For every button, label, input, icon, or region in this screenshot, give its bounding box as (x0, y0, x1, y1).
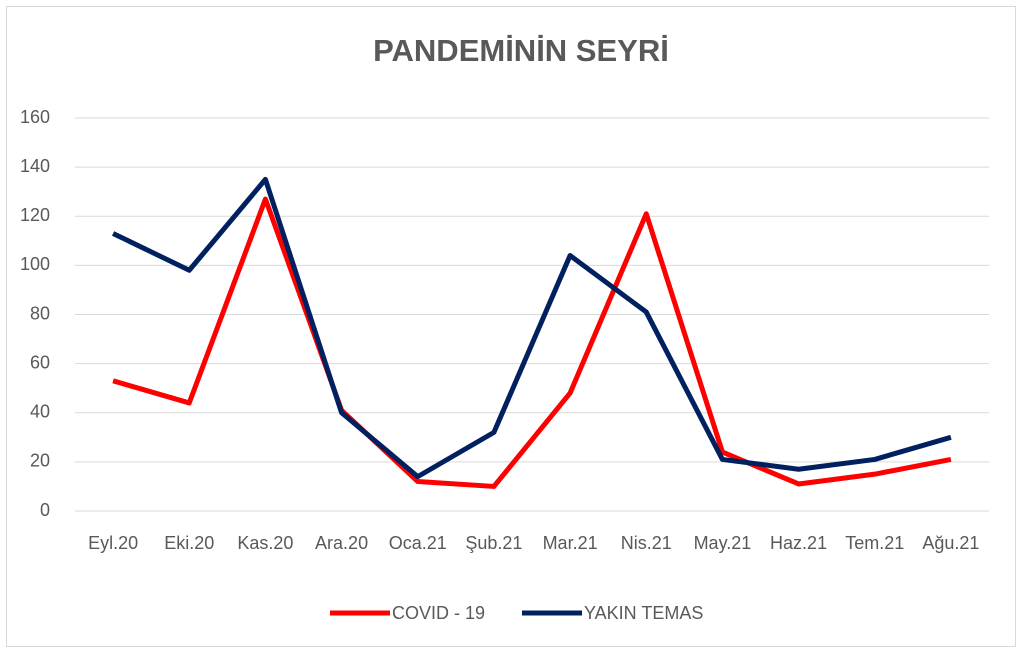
legend-label: COVID - 19 (392, 603, 485, 623)
y-tick-label: 100 (20, 254, 50, 274)
x-tick-label: Nis.21 (621, 533, 672, 553)
x-tick-label: Mar.21 (543, 533, 598, 553)
y-tick-label: 120 (20, 205, 50, 225)
x-tick-label: May.21 (694, 533, 752, 553)
series-line (111, 176, 952, 480)
x-tick-label: Tem.21 (845, 533, 904, 553)
y-tick-label: 160 (20, 107, 50, 127)
x-tick-label: Haz.21 (770, 533, 827, 553)
x-tick-label: Eyl.20 (88, 533, 138, 553)
chart-border (6, 6, 1016, 647)
series-line (112, 196, 952, 489)
x-tick-label: Ağu.21 (922, 533, 979, 553)
legend-label: YAKIN TEMAS (584, 603, 703, 623)
y-tick-label: 80 (30, 303, 50, 323)
x-tick-label: Şub.21 (465, 533, 522, 553)
y-tick-label: 40 (30, 402, 50, 422)
x-tick-label: Kas.20 (237, 533, 293, 553)
y-tick-label: 20 (30, 451, 50, 471)
y-tick-label: 0 (40, 500, 50, 520)
x-tick-label: Oca.21 (389, 533, 447, 553)
y-tick-label: 60 (30, 352, 50, 372)
x-tick-label: Eki.20 (164, 533, 214, 553)
chart-title: PANDEMİNİN SEYRİ (373, 33, 669, 68)
x-tick-label: Ara.20 (315, 533, 368, 553)
y-tick-label: 140 (20, 156, 50, 176)
